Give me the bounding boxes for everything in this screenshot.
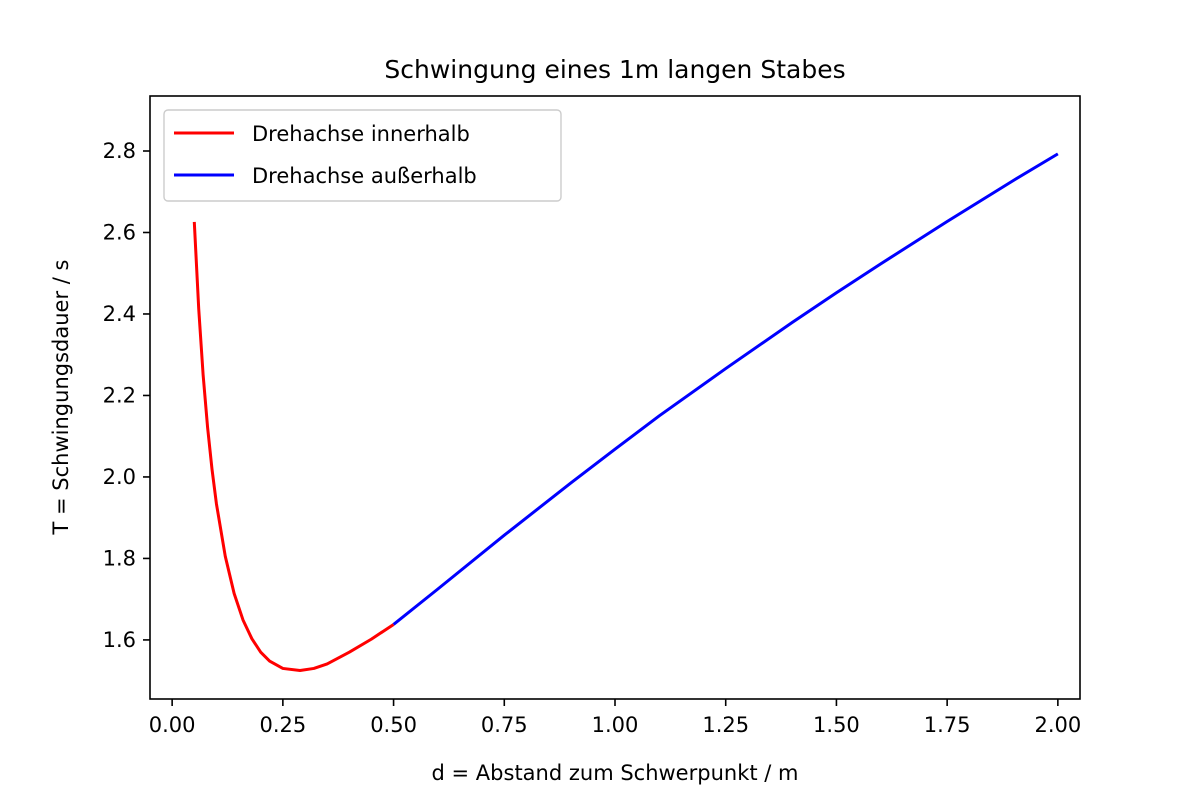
legend-label-drehachse-ausserhalb: Drehachse außerhalb (252, 164, 477, 188)
x-tick-label: 0.00 (149, 713, 196, 737)
y-tick-label: 2.4 (103, 302, 136, 326)
y-axis-label: T = Schwingungsdauer / s (49, 260, 73, 536)
legend: Drehachse innerhalb Drehachse außerhalb (163, 109, 562, 202)
x-axis-label: d = Abstand zum Schwerpunkt / m (432, 761, 799, 785)
y-tick-label: 2.2 (103, 383, 136, 407)
y-axis-ticks: 1.6 1.8 2.0 2.2 2.4 2.6 2.8 (103, 139, 150, 652)
y-tick-label: 2.6 (103, 220, 136, 244)
x-tick-label: 0.75 (481, 713, 528, 737)
plot-frame (149, 95, 1081, 700)
series-line-0 (192, 221, 395, 672)
x-tick-label: 1.25 (702, 713, 749, 737)
legend-box (163, 109, 562, 202)
x-tick-label: 1.75 (924, 713, 971, 737)
y-tick-label: 1.8 (103, 546, 136, 570)
x-tick-label: 1.50 (813, 713, 860, 737)
y-tick-label: 2.0 (103, 465, 136, 489)
x-axis-ticks: 0.00 0.25 0.50 0.75 1.00 1.25 1.50 1.75 2.00 (149, 699, 1081, 737)
y-tick-label: 2.8 (103, 139, 136, 163)
x-tick-label: 0.25 (259, 713, 306, 737)
x-tick-label: 1.00 (592, 713, 639, 737)
legend-label-drehachse-innerhalb: Drehachse innerhalb (252, 122, 470, 146)
x-tick-label: 0.50 (370, 713, 417, 737)
chart-title: Schwingung eines 1m langen Stabes (384, 55, 845, 84)
y-tick-label: 1.6 (103, 628, 136, 652)
plot-lines (192, 152, 1059, 672)
series-line-1 (392, 152, 1059, 626)
x-tick-label: 2.00 (1034, 713, 1081, 737)
